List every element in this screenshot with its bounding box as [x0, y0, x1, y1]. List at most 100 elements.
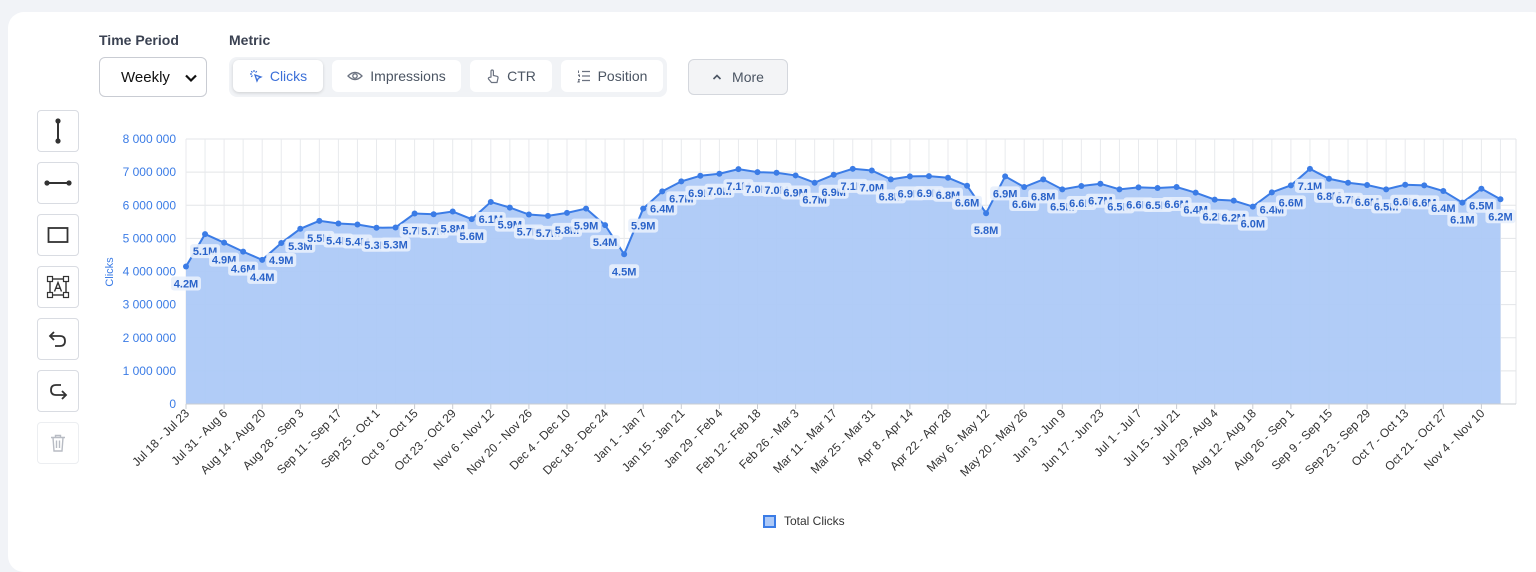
more-button[interactable]: More — [688, 59, 788, 95]
legend-label: Total Clicks — [784, 514, 845, 528]
data-point — [1230, 197, 1237, 204]
data-point — [849, 165, 856, 172]
data-label-text: 5.9M — [631, 221, 655, 233]
time-period-value: Weekly — [121, 68, 170, 86]
data-label: 4.2M — [171, 276, 201, 291]
data-point — [1364, 182, 1371, 189]
data-label-bg — [1485, 209, 1516, 224]
data-label-bg — [628, 218, 659, 233]
clicks-area-chart: 4.2M5.1M4.9M4.6M4.4M4.9M5.3M5.5M5.4M5.4M… — [104, 132, 1517, 479]
delete-tool[interactable] — [37, 422, 79, 464]
data-label: 6.4M — [1428, 201, 1459, 216]
undo-icon — [48, 331, 66, 347]
data-label-bg — [1447, 212, 1478, 227]
data-point — [716, 170, 723, 177]
y-tick-label: 7 000 000 — [123, 165, 177, 179]
data-label-bg — [590, 235, 621, 250]
pointer-hand-icon — [487, 68, 499, 83]
data-label-bg — [971, 223, 1002, 238]
data-point — [906, 173, 913, 180]
data-point — [1040, 176, 1047, 183]
data-point — [259, 256, 266, 263]
data-point — [621, 251, 628, 258]
y-tick-label: 8 000 000 — [123, 132, 177, 146]
data-point — [1459, 199, 1466, 206]
data-label-bg — [247, 269, 278, 284]
y-tick-label: 5 000 000 — [123, 231, 177, 245]
text-annotation-tool[interactable] — [37, 266, 79, 308]
x-tick-label: Sep 11 - Sep 17 — [274, 406, 345, 477]
data-point — [221, 239, 228, 246]
data-point — [525, 211, 532, 218]
x-tick-label: Dec 18 - Dec 24 — [540, 406, 611, 477]
data-point — [373, 224, 380, 231]
x-tick-label: Nov 20 - Nov 26 — [464, 406, 535, 477]
data-point — [1078, 183, 1085, 190]
data-label-text: 4.5M — [612, 266, 636, 278]
data-label-bg — [952, 195, 983, 210]
list-ordered-icon — [576, 70, 590, 83]
metric-impressions-label: Impressions — [370, 68, 446, 84]
chevron-down-icon — [185, 74, 197, 83]
data-label-bg — [1237, 216, 1268, 231]
data-label: 4.4M — [247, 269, 278, 284]
data-point — [1287, 182, 1294, 189]
metric-position-label: Position — [597, 68, 648, 84]
y-tick-label: 2 000 000 — [123, 331, 177, 345]
data-point — [1021, 184, 1028, 191]
x-tick-label: Aug 12 - Aug 18 — [1188, 406, 1259, 477]
data-point — [487, 198, 494, 205]
undo-tool[interactable] — [37, 318, 79, 360]
data-point — [735, 166, 742, 173]
data-label-text: 6.6M — [1279, 197, 1303, 209]
trash-icon — [51, 434, 65, 452]
vertical-line-tool[interactable] — [37, 110, 79, 152]
data-point — [754, 169, 761, 176]
x-tick-label: May 20 - May 26 — [957, 406, 1030, 479]
data-point — [1497, 196, 1504, 203]
more-label: More — [732, 69, 764, 85]
data-point — [278, 240, 285, 247]
data-label-bg — [380, 237, 411, 252]
metric-ctr-button[interactable]: CTR — [470, 60, 552, 92]
redo-icon — [50, 384, 68, 400]
data-label-text: 5.6M — [460, 231, 484, 243]
chevron-up-icon — [712, 74, 722, 80]
y-tick-label: 6 000 000 — [123, 198, 177, 212]
metric-position-button[interactable]: Position — [561, 60, 663, 92]
data-point — [659, 188, 666, 195]
data-point — [1116, 186, 1123, 193]
data-point — [1002, 173, 1009, 180]
data-label: 6.6M — [1275, 195, 1306, 210]
horizontal-line-tool[interactable] — [37, 162, 79, 204]
y-tick-label: 0 — [169, 397, 176, 411]
eye-icon — [347, 71, 364, 81]
data-point — [887, 176, 894, 183]
redo-tool[interactable] — [37, 370, 79, 412]
metric-impressions-button[interactable]: Impressions — [332, 60, 461, 92]
y-tick-label: 3 000 000 — [123, 298, 177, 312]
data-point — [868, 167, 875, 174]
data-label: 5.8M — [971, 223, 1002, 238]
data-label-bg — [990, 186, 1021, 201]
data-label-text: 6.1M — [1450, 215, 1474, 227]
x-tick-label: Sep 23 - Sep 29 — [1302, 406, 1373, 477]
metric-clicks-button[interactable]: Clicks — [233, 60, 323, 92]
y-axis-title: Clicks — [104, 257, 116, 287]
metric-clicks-label: Clicks — [269, 68, 308, 84]
time-period-select[interactable]: Weekly — [99, 57, 207, 97]
data-label-text: 5.4M — [593, 237, 617, 249]
data-point — [202, 231, 209, 238]
data-point — [354, 221, 361, 228]
data-label: 6.6M — [952, 195, 983, 210]
data-point — [1402, 181, 1409, 188]
data-label-bg — [609, 264, 640, 279]
data-label-bg — [456, 229, 487, 244]
legend[interactable]: Total Clicks — [763, 514, 845, 528]
data-label: 4.9M — [266, 253, 297, 268]
rectangle-tool[interactable] — [37, 214, 79, 256]
data-label-text: 6.2M — [1488, 211, 1512, 223]
data-label-text: 6.4M — [1431, 203, 1455, 215]
metric-ctr-label: CTR — [507, 68, 536, 84]
data-label-text: 4.9M — [269, 255, 293, 267]
